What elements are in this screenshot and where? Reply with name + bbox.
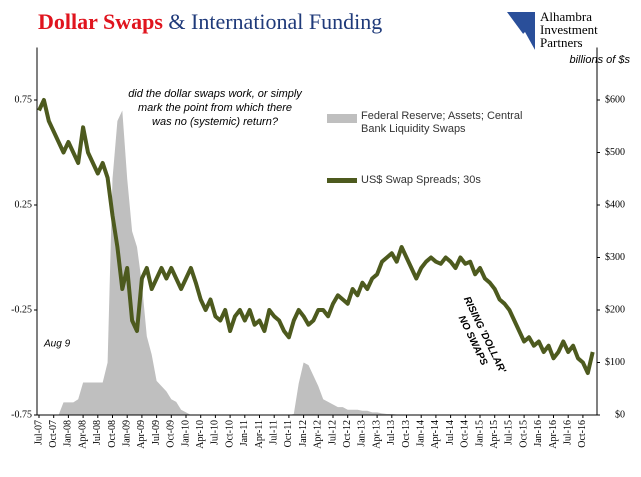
x-tick-label: Jul-15 [504, 420, 515, 445]
x-tick-label: Jan-09 [121, 420, 132, 447]
y2-tick-label: $100 [605, 357, 625, 368]
x-tick-label: Jan-08 [63, 420, 74, 447]
area [39, 110, 593, 415]
x-tick-label: Apr-16 [548, 420, 559, 449]
logo-text: Partners [540, 35, 583, 50]
annotation: was no (systemic) return? [152, 116, 279, 128]
y-tick-label: 0.75 [15, 94, 33, 105]
x-tick-label: Oct-10 [224, 420, 235, 448]
x-tick-label: Jan-16 [533, 420, 544, 447]
x-tick-label: Oct-15 [518, 420, 529, 448]
x-tick-label: Oct-09 [166, 420, 177, 448]
x-tick-label: Jul-13 [386, 420, 397, 445]
annotation: mark the point from which there [138, 102, 292, 114]
y2-tick-label: $200 [605, 304, 625, 315]
x-tick-label: Jan-13 [357, 420, 368, 447]
x-tick-label: Jan-11 [239, 420, 250, 446]
x-tick-label: Oct-08 [107, 420, 118, 448]
x-tick-label: Jul-07 [33, 420, 44, 445]
y2-tick-label: $0 [615, 409, 625, 420]
x-tick-label: Apr-09 [136, 420, 147, 449]
x-tick-label: Jan-14 [415, 420, 426, 447]
rising-note: RISING 'DOLLAR' NO SWAPS [456, 295, 508, 376]
title-rest: & International Funding [168, 9, 382, 34]
x-tick-label: Oct-13 [401, 420, 412, 448]
y2-tick-label: $300 [605, 252, 625, 263]
y2-axis-label: billions of $s [569, 54, 630, 66]
logo-text: Alhambra [540, 9, 592, 24]
x-tick-label: Jul-08 [92, 420, 103, 445]
x-tick-label: Jul-12 [327, 420, 338, 445]
x-tick-label: Apr-08 [77, 420, 88, 449]
x-tick-label: Jul-16 [562, 420, 573, 445]
legend-entry: Federal Reserve; Assets; Central Bank Li… [361, 110, 523, 135]
x-tick-label: Oct-14 [460, 420, 471, 448]
x-tick-label: Apr-13 [371, 420, 382, 449]
legend-swatch-1 [327, 178, 357, 183]
line [37, 98, 595, 375]
x-tick-label: Apr-11 [254, 420, 265, 448]
x-tick-label: Jan-15 [474, 420, 485, 447]
legend-entry: US$ Swap Spreads; 30s [361, 174, 481, 186]
x-tick-label: Jan-12 [298, 420, 309, 447]
x-tick-label: Apr-12 [313, 420, 324, 449]
x-tick-label: Apr-10 [195, 420, 206, 449]
x-tick-label: Apr-15 [489, 420, 500, 449]
x-tick-label: Jan-10 [180, 420, 191, 447]
x-tick-label: Oct-12 [342, 420, 353, 448]
x-tick-label: Oct-11 [283, 420, 294, 447]
x-tick-label: Jul-10 [210, 420, 221, 445]
x-tick-label: Jul-09 [151, 420, 162, 445]
x-tick-label: Jul-14 [445, 420, 456, 445]
y-tick-label: -0.25 [11, 304, 32, 315]
y-tick-label: 0.25 [15, 199, 33, 210]
x-tick-label: Oct-16 [577, 420, 588, 448]
event-label: Aug 9 [43, 339, 71, 350]
x-tick-label: Oct-07 [48, 420, 59, 448]
annotation: did the dollar swaps work, or simply [128, 88, 303, 100]
x-tick-label: Jul-11 [268, 420, 279, 445]
y2-tick-label: $500 [605, 147, 625, 158]
logo-mark [507, 32, 535, 50]
title-highlight: Dollar Swaps [38, 9, 163, 34]
y2-tick-label: $600 [605, 94, 625, 105]
chart-title: Dollar Swaps & International Funding [38, 9, 382, 34]
y2-tick-label: $400 [605, 199, 625, 210]
legend-swatch-0 [327, 114, 357, 123]
x-tick-label: Apr-14 [430, 420, 441, 449]
logo-text: Investment [540, 22, 598, 37]
y-tick-label: -0.75 [11, 409, 32, 420]
